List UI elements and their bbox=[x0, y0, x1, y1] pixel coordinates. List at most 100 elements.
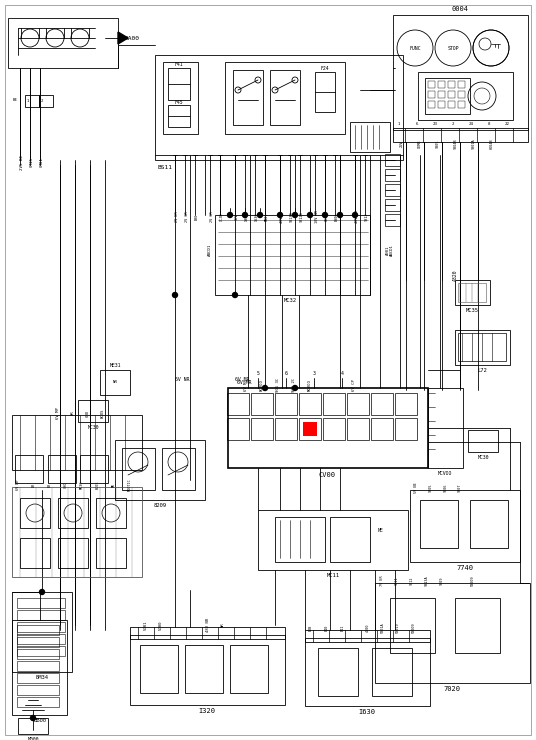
Bar bbox=[385, 199, 400, 211]
Bar bbox=[12, 487, 142, 577]
Bar bbox=[470, 500, 508, 548]
Text: 40V NR: 40V NR bbox=[355, 211, 359, 223]
Text: CV00: CV00 bbox=[318, 472, 336, 478]
Bar bbox=[17, 685, 59, 695]
Text: 9001A: 9001A bbox=[472, 138, 476, 149]
Text: MC30: MC30 bbox=[477, 455, 489, 460]
Text: 2V GR: 2V GR bbox=[185, 212, 189, 222]
Bar bbox=[58, 498, 88, 528]
Bar bbox=[371, 393, 393, 415]
Text: MCVOO: MCVOO bbox=[308, 379, 312, 391]
Bar bbox=[455, 280, 490, 305]
Bar bbox=[299, 418, 321, 440]
Circle shape bbox=[257, 212, 263, 218]
Bar bbox=[17, 622, 65, 632]
Text: MC32: MC32 bbox=[284, 298, 296, 303]
Bar bbox=[162, 448, 195, 490]
Bar bbox=[96, 498, 126, 528]
Bar bbox=[305, 630, 430, 642]
Circle shape bbox=[173, 292, 177, 297]
Bar bbox=[18, 718, 48, 734]
Text: CHO: CHO bbox=[86, 409, 90, 417]
Text: 1: 1 bbox=[27, 99, 29, 103]
Bar bbox=[17, 673, 59, 683]
Text: 5001A: 5001A bbox=[381, 622, 385, 633]
Bar bbox=[458, 283, 486, 302]
Bar bbox=[17, 697, 59, 707]
Bar bbox=[233, 70, 263, 125]
Text: BR: BR bbox=[71, 411, 75, 415]
Bar bbox=[393, 128, 528, 142]
Text: 901 3C: 901 3C bbox=[276, 378, 280, 392]
Text: 6V MR: 6V MR bbox=[237, 380, 251, 385]
Text: XS30: XS30 bbox=[255, 213, 259, 221]
Text: B00: B00 bbox=[195, 214, 199, 221]
Text: 6V MP: 6V MP bbox=[56, 407, 60, 419]
Text: XEMB: XEMB bbox=[418, 140, 422, 148]
Text: CM15: CM15 bbox=[30, 157, 34, 167]
Text: BB00: BB00 bbox=[33, 718, 47, 723]
Text: MB01: MB01 bbox=[265, 213, 269, 221]
Text: NR: NR bbox=[221, 622, 225, 628]
Circle shape bbox=[31, 716, 35, 721]
Bar bbox=[275, 418, 297, 440]
Text: 6: 6 bbox=[285, 371, 287, 376]
Text: 6V MP: 6V MP bbox=[16, 480, 20, 491]
Bar bbox=[130, 635, 285, 705]
Bar bbox=[275, 393, 297, 415]
Text: 5001: 5001 bbox=[144, 620, 148, 630]
Text: XCJB: XCJB bbox=[220, 213, 224, 221]
Bar bbox=[163, 62, 198, 134]
Text: 8209: 8209 bbox=[153, 503, 167, 508]
Bar bbox=[438, 81, 445, 88]
Text: B40: B40 bbox=[325, 625, 329, 631]
Text: 10V NR: 10V NR bbox=[315, 211, 319, 223]
Bar bbox=[80, 455, 108, 483]
Text: MC30: MC30 bbox=[87, 425, 99, 430]
Bar bbox=[455, 598, 500, 653]
Bar bbox=[17, 625, 59, 635]
Bar bbox=[371, 418, 393, 440]
Bar bbox=[25, 95, 39, 107]
Text: 25V: 25V bbox=[400, 141, 404, 147]
Bar bbox=[350, 122, 390, 152]
Text: 3: 3 bbox=[312, 371, 316, 376]
Text: 5000: 5000 bbox=[159, 620, 163, 630]
Bar bbox=[78, 400, 108, 422]
Bar bbox=[420, 500, 458, 548]
Text: BM34: BM34 bbox=[35, 675, 48, 680]
Text: CHO: CHO bbox=[64, 482, 68, 488]
Text: I320: I320 bbox=[198, 708, 215, 714]
Circle shape bbox=[293, 212, 297, 218]
Bar bbox=[468, 430, 498, 452]
Text: 9004B: 9004B bbox=[454, 138, 458, 149]
Bar bbox=[39, 95, 53, 107]
Bar bbox=[410, 490, 520, 562]
Text: 9005: 9005 bbox=[429, 484, 433, 492]
Text: 50009: 50009 bbox=[471, 576, 475, 586]
Bar bbox=[455, 330, 510, 365]
Text: 2V NR: 2V NR bbox=[175, 212, 179, 222]
Text: 901 2C: 901 2C bbox=[292, 378, 296, 392]
Text: 9011: 9011 bbox=[395, 576, 399, 585]
Text: ABCD1: ABCD1 bbox=[208, 243, 212, 256]
Bar bbox=[230, 645, 268, 693]
Bar bbox=[428, 101, 435, 108]
Circle shape bbox=[323, 212, 327, 218]
Text: 9012: 9012 bbox=[410, 576, 414, 585]
Bar bbox=[17, 634, 65, 644]
Text: MCVOO: MCVOO bbox=[438, 471, 452, 476]
Bar bbox=[96, 538, 126, 568]
Bar bbox=[17, 646, 65, 656]
Text: BCOS: BCOS bbox=[101, 408, 105, 418]
Text: BCVOO: BCVOO bbox=[260, 379, 264, 391]
Bar bbox=[122, 448, 155, 490]
Text: 5: 5 bbox=[257, 371, 259, 376]
Bar bbox=[17, 610, 65, 620]
Text: 6V NR: 6V NR bbox=[175, 377, 189, 382]
Text: L72: L72 bbox=[477, 368, 487, 373]
Bar bbox=[425, 78, 470, 114]
Text: MC11: MC11 bbox=[326, 573, 339, 578]
Bar bbox=[8, 18, 118, 68]
Circle shape bbox=[233, 292, 237, 297]
